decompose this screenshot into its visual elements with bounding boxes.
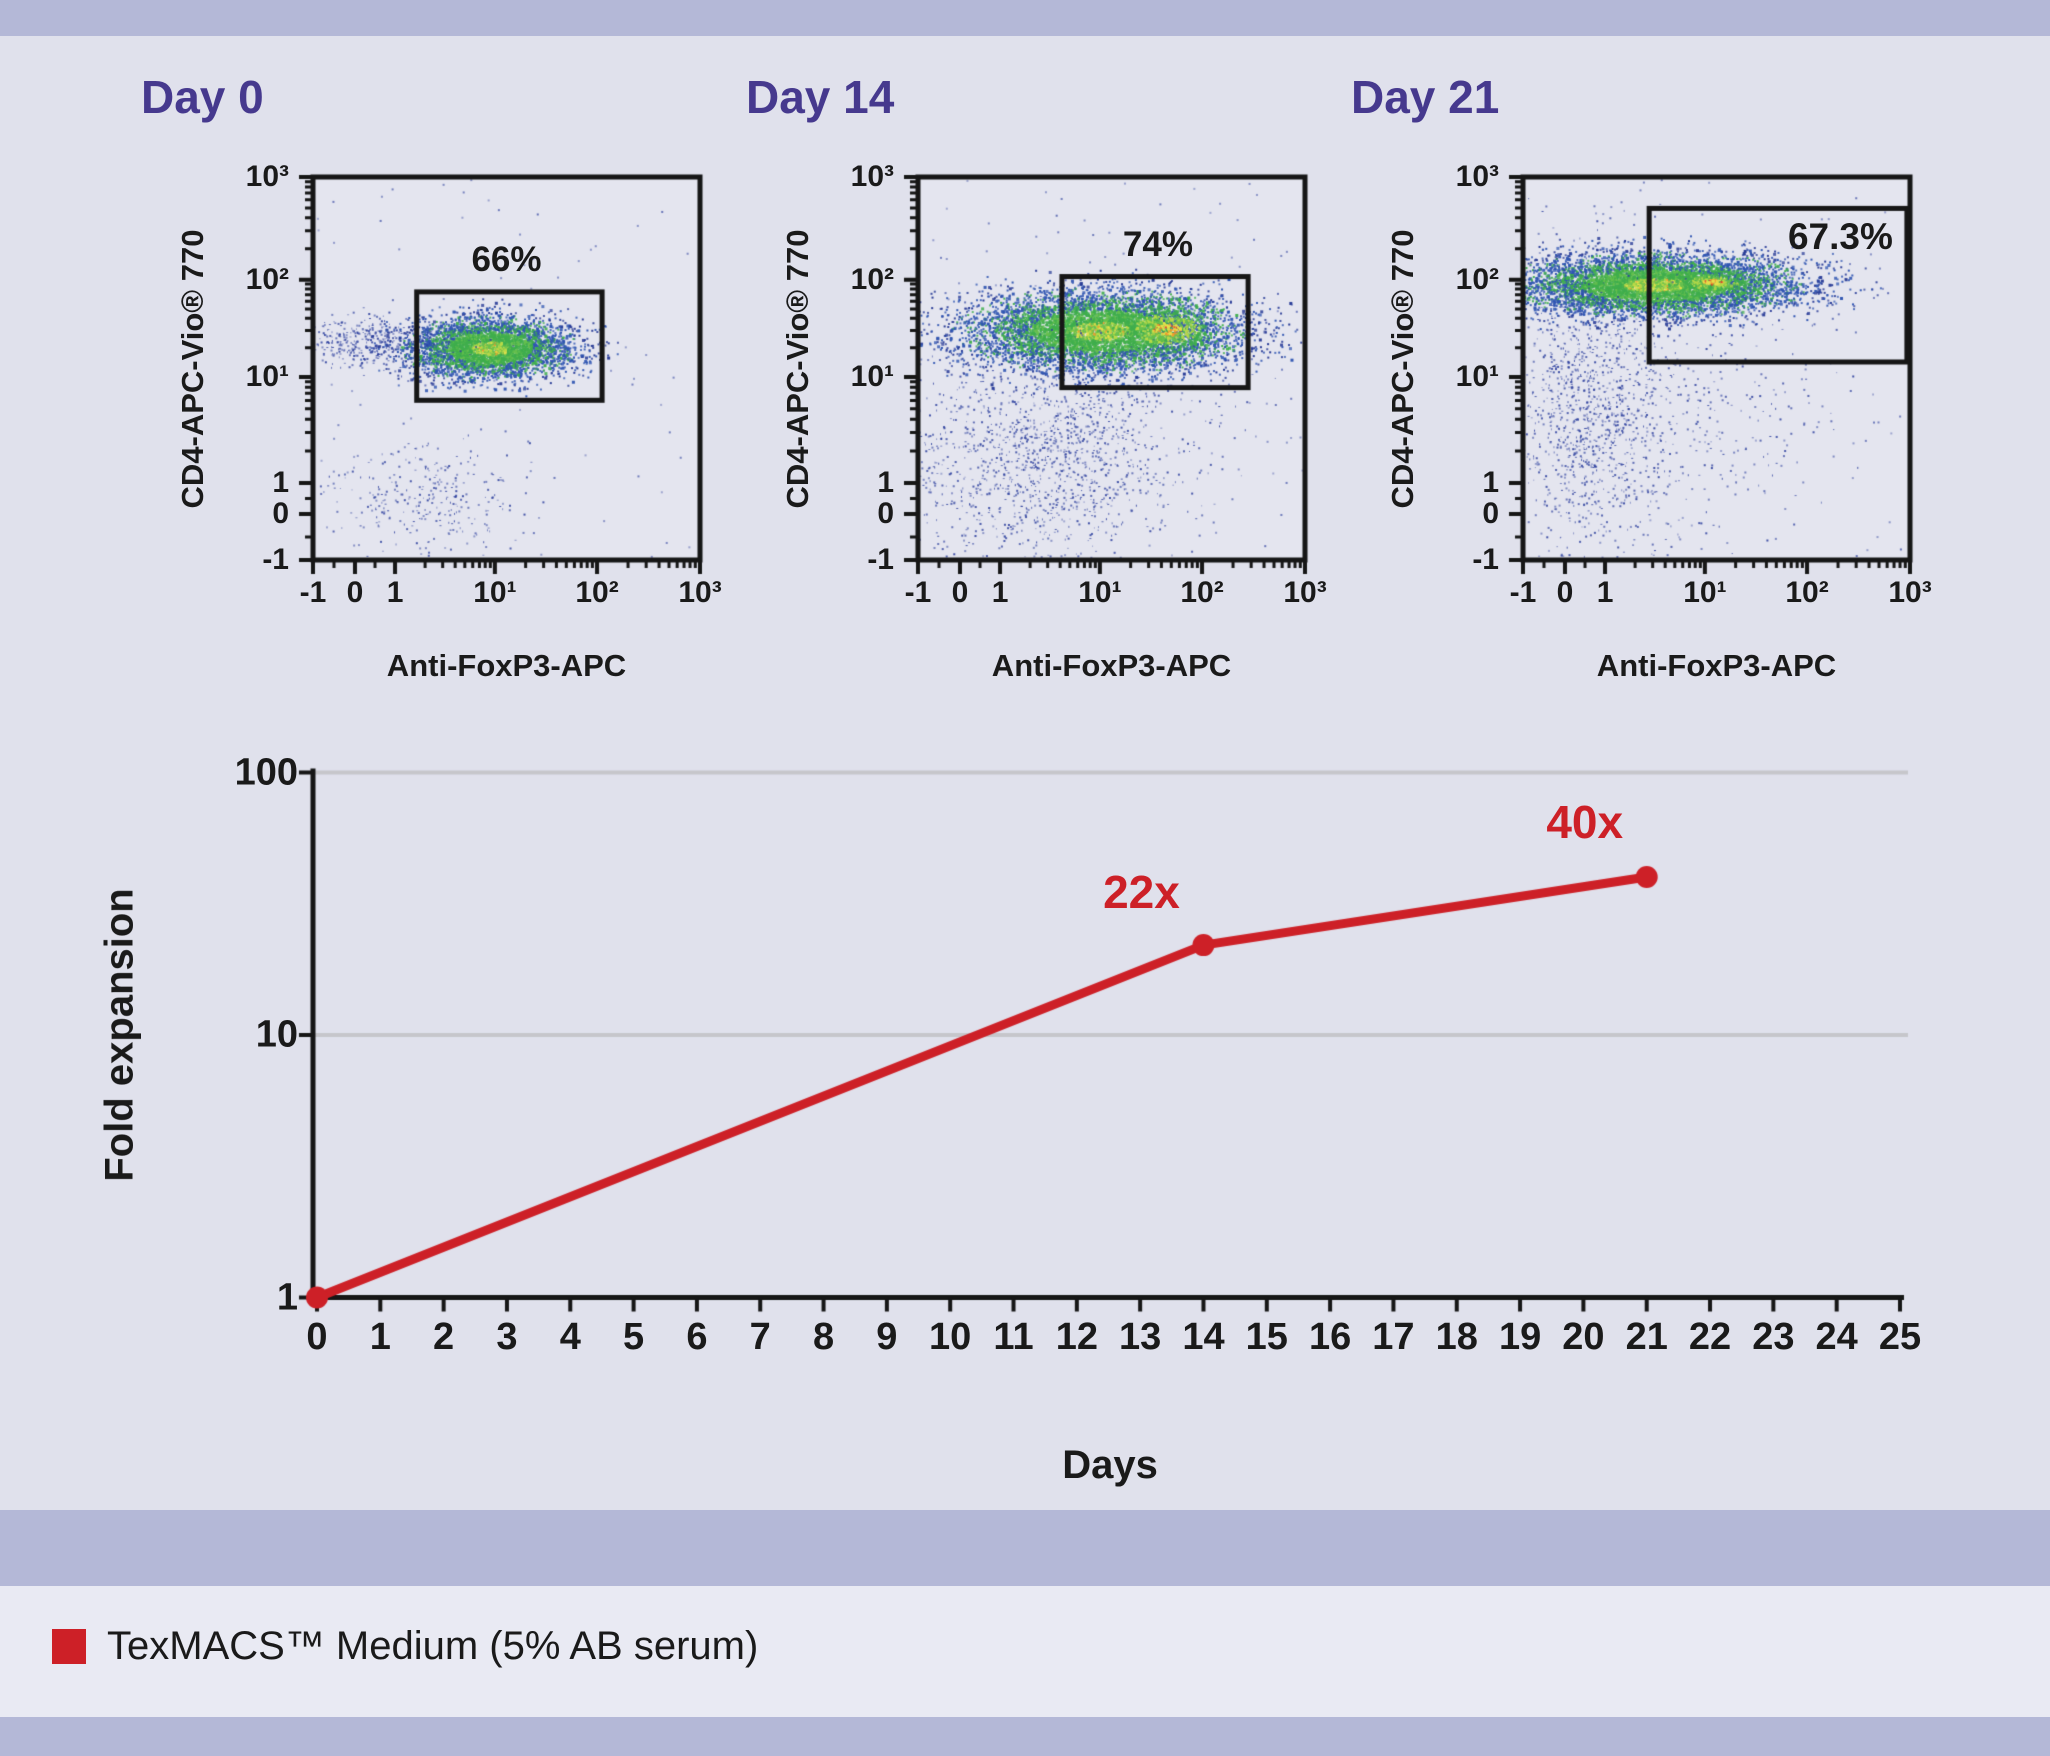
axis-tick-label: 10²: [1785, 576, 1829, 609]
legend: TexMACS™ Medium (5% AB serum): [52, 1622, 758, 1670]
axis-tick-label: 23: [1752, 1316, 1795, 1358]
gate-percentage-label: 67.3%: [1787, 216, 1893, 258]
axis-tick-label: 6: [686, 1316, 708, 1358]
axis-tick-label: 0: [1556, 576, 1574, 609]
point-annotation-40x: 40x: [1546, 795, 1624, 848]
axis-tick-label: 10²: [850, 262, 894, 296]
axis-tick-label: 10¹: [1078, 576, 1122, 609]
y-axis-title-fold-expansion: Fold expansion: [97, 888, 142, 1182]
gate-percentage-label: 66%: [471, 239, 542, 279]
legend-color-swatch: [52, 1628, 86, 1664]
axis-tick-label: 3: [496, 1316, 518, 1358]
x-axis-title-days: Days: [1062, 1443, 1158, 1487]
axis-tick-label: -1: [262, 543, 289, 576]
axis-tick-label: 20: [1562, 1316, 1605, 1358]
axis-tick-label: 0: [877, 497, 894, 531]
legend-band: [0, 1586, 2050, 1717]
axis-tick-label: 1: [1596, 576, 1614, 609]
axis-tick-label: 19: [1498, 1316, 1542, 1358]
axis-tick-label: 10³: [678, 576, 722, 609]
x-axis-title: Anti-FoxP3-APC: [386, 648, 627, 683]
axis-tick-label: 10¹: [850, 359, 894, 393]
axis-tick-label: 7: [749, 1316, 771, 1358]
axis-tick-label: 24: [1815, 1316, 1858, 1358]
axis-tick-label: 10³: [245, 160, 289, 193]
panel-title: Day 14: [746, 71, 895, 123]
axis-tick-label: -1: [904, 576, 932, 609]
axis-tick-label: 10³: [1888, 576, 1932, 609]
axis-tick-label: 13: [1119, 1316, 1162, 1358]
axis-tick-label: 10¹: [1455, 359, 1499, 393]
panel-title: Day 0: [141, 71, 264, 123]
axis-tick-label: 0: [951, 576, 969, 609]
axis-tick-label: 12: [1055, 1316, 1098, 1358]
axis-tick-label: 21: [1625, 1316, 1668, 1358]
axis-tick-label: -1: [299, 576, 327, 609]
axis-tick-label: 10³: [850, 160, 894, 193]
axis-tick-label: 10²: [245, 262, 289, 296]
axis-tick-label: 10²: [1455, 262, 1499, 296]
x-axis-title: Anti-FoxP3-APC: [1596, 648, 1837, 683]
axis-tick-label: 10¹: [245, 359, 289, 393]
axis-tick-label: 0: [346, 576, 364, 609]
axis-tick-label: 1: [877, 466, 894, 500]
axis-tick-label: 25: [1878, 1316, 1922, 1358]
x-axis-title: Anti-FoxP3-APC: [991, 648, 1232, 683]
gate-percentage-label: 74%: [1122, 224, 1193, 264]
axis-tick-label: 15: [1245, 1316, 1288, 1358]
axis-tick-label: 22: [1688, 1316, 1732, 1358]
axis-tick-label: 18: [1435, 1316, 1478, 1358]
axis-tick-label: 1: [276, 1276, 298, 1318]
y-axis-title: CD4-APC-Vio® 770: [175, 229, 210, 508]
axis-tick-label: 17: [1372, 1316, 1415, 1358]
axis-tick-label: 10²: [575, 576, 619, 609]
axis-tick-label: 14: [1182, 1316, 1225, 1358]
axis-tick-label: 10: [929, 1316, 972, 1358]
axis-tick-label: -1: [867, 543, 894, 576]
axis-tick-label: 10²: [1180, 576, 1224, 609]
y-axis-title: CD4-APC-Vio® 770: [1385, 229, 1420, 508]
axis-tick-label: 1: [386, 576, 404, 609]
axis-tick-label: 10¹: [473, 576, 517, 609]
point-annotation-22x: 22x: [1103, 866, 1180, 919]
axis-tick-label: 10³: [1455, 160, 1499, 193]
axis-tick-label: 0: [1482, 497, 1499, 531]
axis-tick-label: 1: [991, 576, 1009, 609]
axis-tick-label: 0: [306, 1316, 328, 1358]
y-axis-title: CD4-APC-Vio® 770: [780, 229, 815, 508]
axis-tick-label: -1: [1509, 576, 1537, 609]
axis-tick-label: -1: [1472, 543, 1499, 576]
axis-tick-label: 10³: [1283, 576, 1327, 609]
panel-title: Day 21: [1351, 71, 1500, 123]
axis-tick-label: 100: [234, 751, 298, 793]
legend-label: TexMACS™ Medium (5% AB serum): [107, 1624, 759, 1668]
axis-tick-label: 11: [993, 1316, 1034, 1358]
axis-tick-label: 9: [876, 1316, 898, 1358]
axis-tick-label: 2: [433, 1316, 455, 1358]
axis-tick-label: 0: [272, 497, 289, 531]
bottom-band: [0, 1717, 2050, 1756]
separator-band: [0, 1510, 2050, 1586]
axis-tick-label: 1: [272, 466, 289, 500]
axis-tick-label: 10: [255, 1013, 298, 1056]
axis-tick-label: 5: [623, 1316, 645, 1358]
axis-tick-label: 1: [369, 1316, 391, 1358]
axis-tick-label: 16: [1308, 1316, 1352, 1358]
axis-tick-label: 4: [559, 1316, 581, 1358]
axis-tick-label: 1: [1482, 466, 1499, 500]
top-band: [0, 0, 2050, 36]
axis-tick-label: 10¹: [1683, 576, 1727, 609]
axis-tick-label: 8: [812, 1316, 835, 1358]
